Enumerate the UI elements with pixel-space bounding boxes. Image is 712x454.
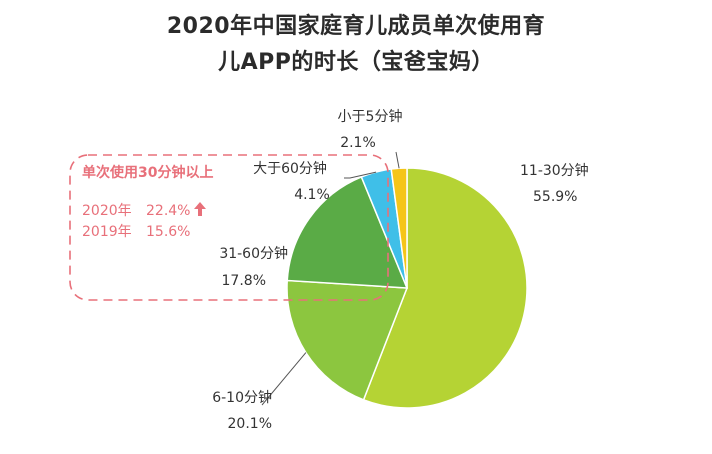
pie-slice-1: [286, 279, 409, 401]
up-arrow-icon: [194, 202, 206, 216]
chart-title-line-1: 2020年中国家庭育儿成员单次使用育: [166, 14, 546, 39]
leader-lines: [261, 151, 400, 406]
leader-line-4: [395, 151, 400, 169]
leader-line-1: [261, 352, 307, 406]
slice-label-4: 小于5分钟: [338, 108, 403, 125]
slice-label-0: 11-30分钟: [520, 162, 589, 179]
pie-slices: [286, 167, 528, 409]
leader-line-3: [344, 171, 377, 179]
slice-label-2: 31-60分钟: [219, 245, 288, 262]
slice-value-4: 2.1%: [340, 135, 376, 151]
chart-title-line-2: 儿APP的时长（宝爸宝妈）: [218, 50, 494, 75]
callout-year-2020: 2020年: [82, 203, 132, 219]
slice-label-3: 大于60分钟: [253, 160, 327, 177]
slice-label-1: 6-10分钟: [212, 389, 272, 406]
slice-value-0: 55.9%: [533, 189, 577, 205]
callout-value-2019: 15.6%: [146, 224, 190, 240]
slice-labels: 11-30分钟 55.9% 6-10分钟 20.1% 31-60分钟 17.8% 大于60分…: [212, 108, 588, 432]
pie-slice-0: [362, 167, 528, 409]
callout-border: [69, 154, 389, 301]
callout-title: 单次使用30分钟以上: [82, 164, 213, 181]
callout-year-2019: 2019年: [82, 224, 132, 240]
slice-value-3: 4.1%: [294, 187, 330, 203]
callout-box: 单次使用30分钟以上 2020年 22.4% 2019年 15.6%: [69, 154, 389, 301]
slice-value-2: 17.8%: [222, 273, 266, 289]
pie-slice-2: [286, 176, 409, 289]
slice-value-1: 20.1%: [228, 416, 272, 432]
callout-value-2020: 22.4%: [146, 203, 190, 219]
